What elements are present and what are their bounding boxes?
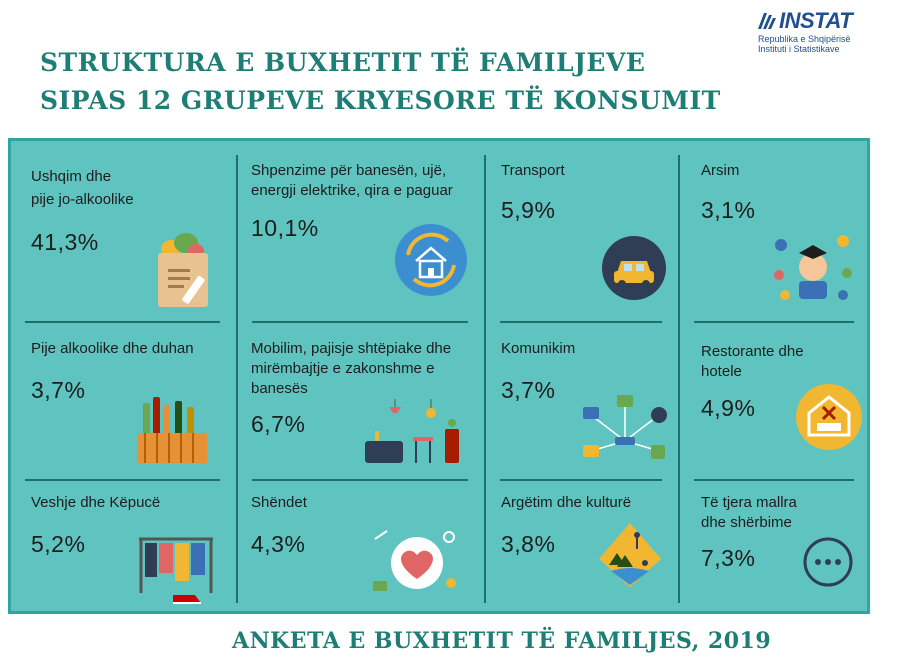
car-icon bbox=[602, 236, 666, 300]
grid-divider bbox=[678, 155, 680, 603]
title-line-1: STRUKTURA E BUXHETIT TË FAMILJEVE bbox=[40, 48, 646, 77]
category-label: hotele bbox=[701, 363, 742, 380]
grocery-bag-icon bbox=[158, 233, 208, 307]
category-label: Transport bbox=[501, 162, 565, 179]
category-label: Argëtim dhe kulturë bbox=[501, 494, 632, 511]
category-label: pije jo-alkoolike bbox=[31, 191, 134, 208]
grid-divider bbox=[25, 321, 220, 323]
grid-divider bbox=[252, 479, 468, 481]
category-value: 6,7% bbox=[251, 411, 306, 437]
house-icon bbox=[395, 224, 467, 296]
category-value: 3,1% bbox=[701, 197, 756, 223]
category-label: banesës bbox=[251, 380, 308, 397]
grid-divider bbox=[500, 321, 662, 323]
title-line-2: SIPAS 12 GRUPEVE KRYESORE TË KONSUMIT bbox=[40, 86, 721, 115]
category-value: 3,8% bbox=[501, 531, 556, 557]
health-heart-icon bbox=[373, 530, 456, 591]
category-value: 4,3% bbox=[251, 531, 306, 557]
category-alcohol: Pije alkoolike dhe duhan 3,7% bbox=[31, 339, 231, 477]
category-furnishings: Mobilim, pajisje shtëpiake dhe mirëmbajt… bbox=[251, 339, 479, 477]
category-value: 3,7% bbox=[31, 377, 86, 403]
category-label: Arsim bbox=[701, 162, 740, 179]
category-label: mirëmbajtje e zakonshme e bbox=[251, 360, 435, 377]
category-label: Restorante dhe bbox=[701, 343, 804, 360]
category-education: Arsim 3,1% bbox=[701, 161, 861, 316]
logo-line-1: Republika e Shqipërisë bbox=[758, 34, 851, 44]
category-label: Mobilim, pajisje shtëpiake dhe bbox=[251, 340, 452, 357]
page-title: STRUKTURA E BUXHETIT TË FAMILJEVE SIPAS … bbox=[40, 44, 721, 120]
logo-name: INSTAT bbox=[779, 8, 853, 33]
category-transport: Transport 5,9% bbox=[501, 161, 676, 316]
category-value: 7,3% bbox=[701, 545, 756, 571]
instat-logo: INSTAT Republika e Shqipërisë Instituti … bbox=[756, 8, 866, 54]
category-value: 41,3% bbox=[31, 229, 99, 255]
category-clothing: Veshje dhe Këpucë 5,2% bbox=[31, 493, 231, 604]
category-value: 5,9% bbox=[501, 197, 556, 223]
category-label: Pije alkoolike dhe duhan bbox=[31, 340, 194, 357]
category-label: Komunikim bbox=[501, 340, 576, 357]
category-label: Të tjera mallra bbox=[701, 494, 797, 511]
category-label: energji elektrike, qira e paguar bbox=[251, 182, 453, 199]
recreation-icon bbox=[599, 523, 661, 587]
logo-line-2: Instituti i Statistikave bbox=[758, 44, 840, 54]
category-value: 5,2% bbox=[31, 531, 86, 557]
category-other: Të tjera mallra dhe shërbime 7,3% bbox=[701, 493, 861, 603]
graduate-icon bbox=[774, 235, 852, 300]
grid-divider bbox=[25, 479, 220, 481]
instat-mark-icon bbox=[758, 13, 776, 29]
categories-panel: Ushqim dhe pije jo-alkoolike 41,3% Shpen… bbox=[8, 138, 870, 614]
category-label: Ushqim dhe bbox=[31, 168, 112, 185]
category-communication: Komunikim 3,7% bbox=[501, 339, 676, 477]
category-health: Shëndet 4,3% bbox=[251, 493, 479, 603]
category-label: Shpenzime për banesën, ujë, bbox=[251, 162, 447, 179]
grid-divider bbox=[236, 155, 238, 603]
survey-footer: ANKETA E BUXHETIT TË FAMILJES, 2019 bbox=[232, 628, 772, 654]
grid-divider bbox=[252, 321, 468, 323]
category-label: Shëndet bbox=[251, 494, 307, 511]
category-value: 10,1% bbox=[251, 215, 319, 241]
grid-divider bbox=[484, 155, 486, 603]
grid-divider bbox=[500, 479, 662, 481]
hotel-icon bbox=[796, 384, 862, 450]
furniture-icon bbox=[365, 399, 459, 463]
clothing-rack-icon bbox=[139, 537, 213, 604]
category-value: 3,7% bbox=[501, 377, 556, 403]
category-food: Ushqim dhe pije jo-alkoolike 41,3% bbox=[31, 161, 231, 316]
category-value: 4,9% bbox=[701, 395, 756, 421]
category-recreation: Argëtim dhe kulturë 3,8% bbox=[501, 493, 676, 603]
category-label: dhe shërbime bbox=[701, 514, 792, 531]
category-housing: Shpenzime për banesën, ujë, energji elek… bbox=[251, 161, 479, 316]
grid-divider bbox=[694, 321, 854, 323]
bottles-icon bbox=[137, 397, 207, 463]
category-restaurants: Restorante dhe hotele 4,9% bbox=[701, 339, 862, 477]
category-label: Veshje dhe Këpucë bbox=[31, 494, 161, 511]
more-icon bbox=[803, 537, 853, 587]
network-icon bbox=[583, 395, 667, 459]
grid-divider bbox=[694, 479, 854, 481]
